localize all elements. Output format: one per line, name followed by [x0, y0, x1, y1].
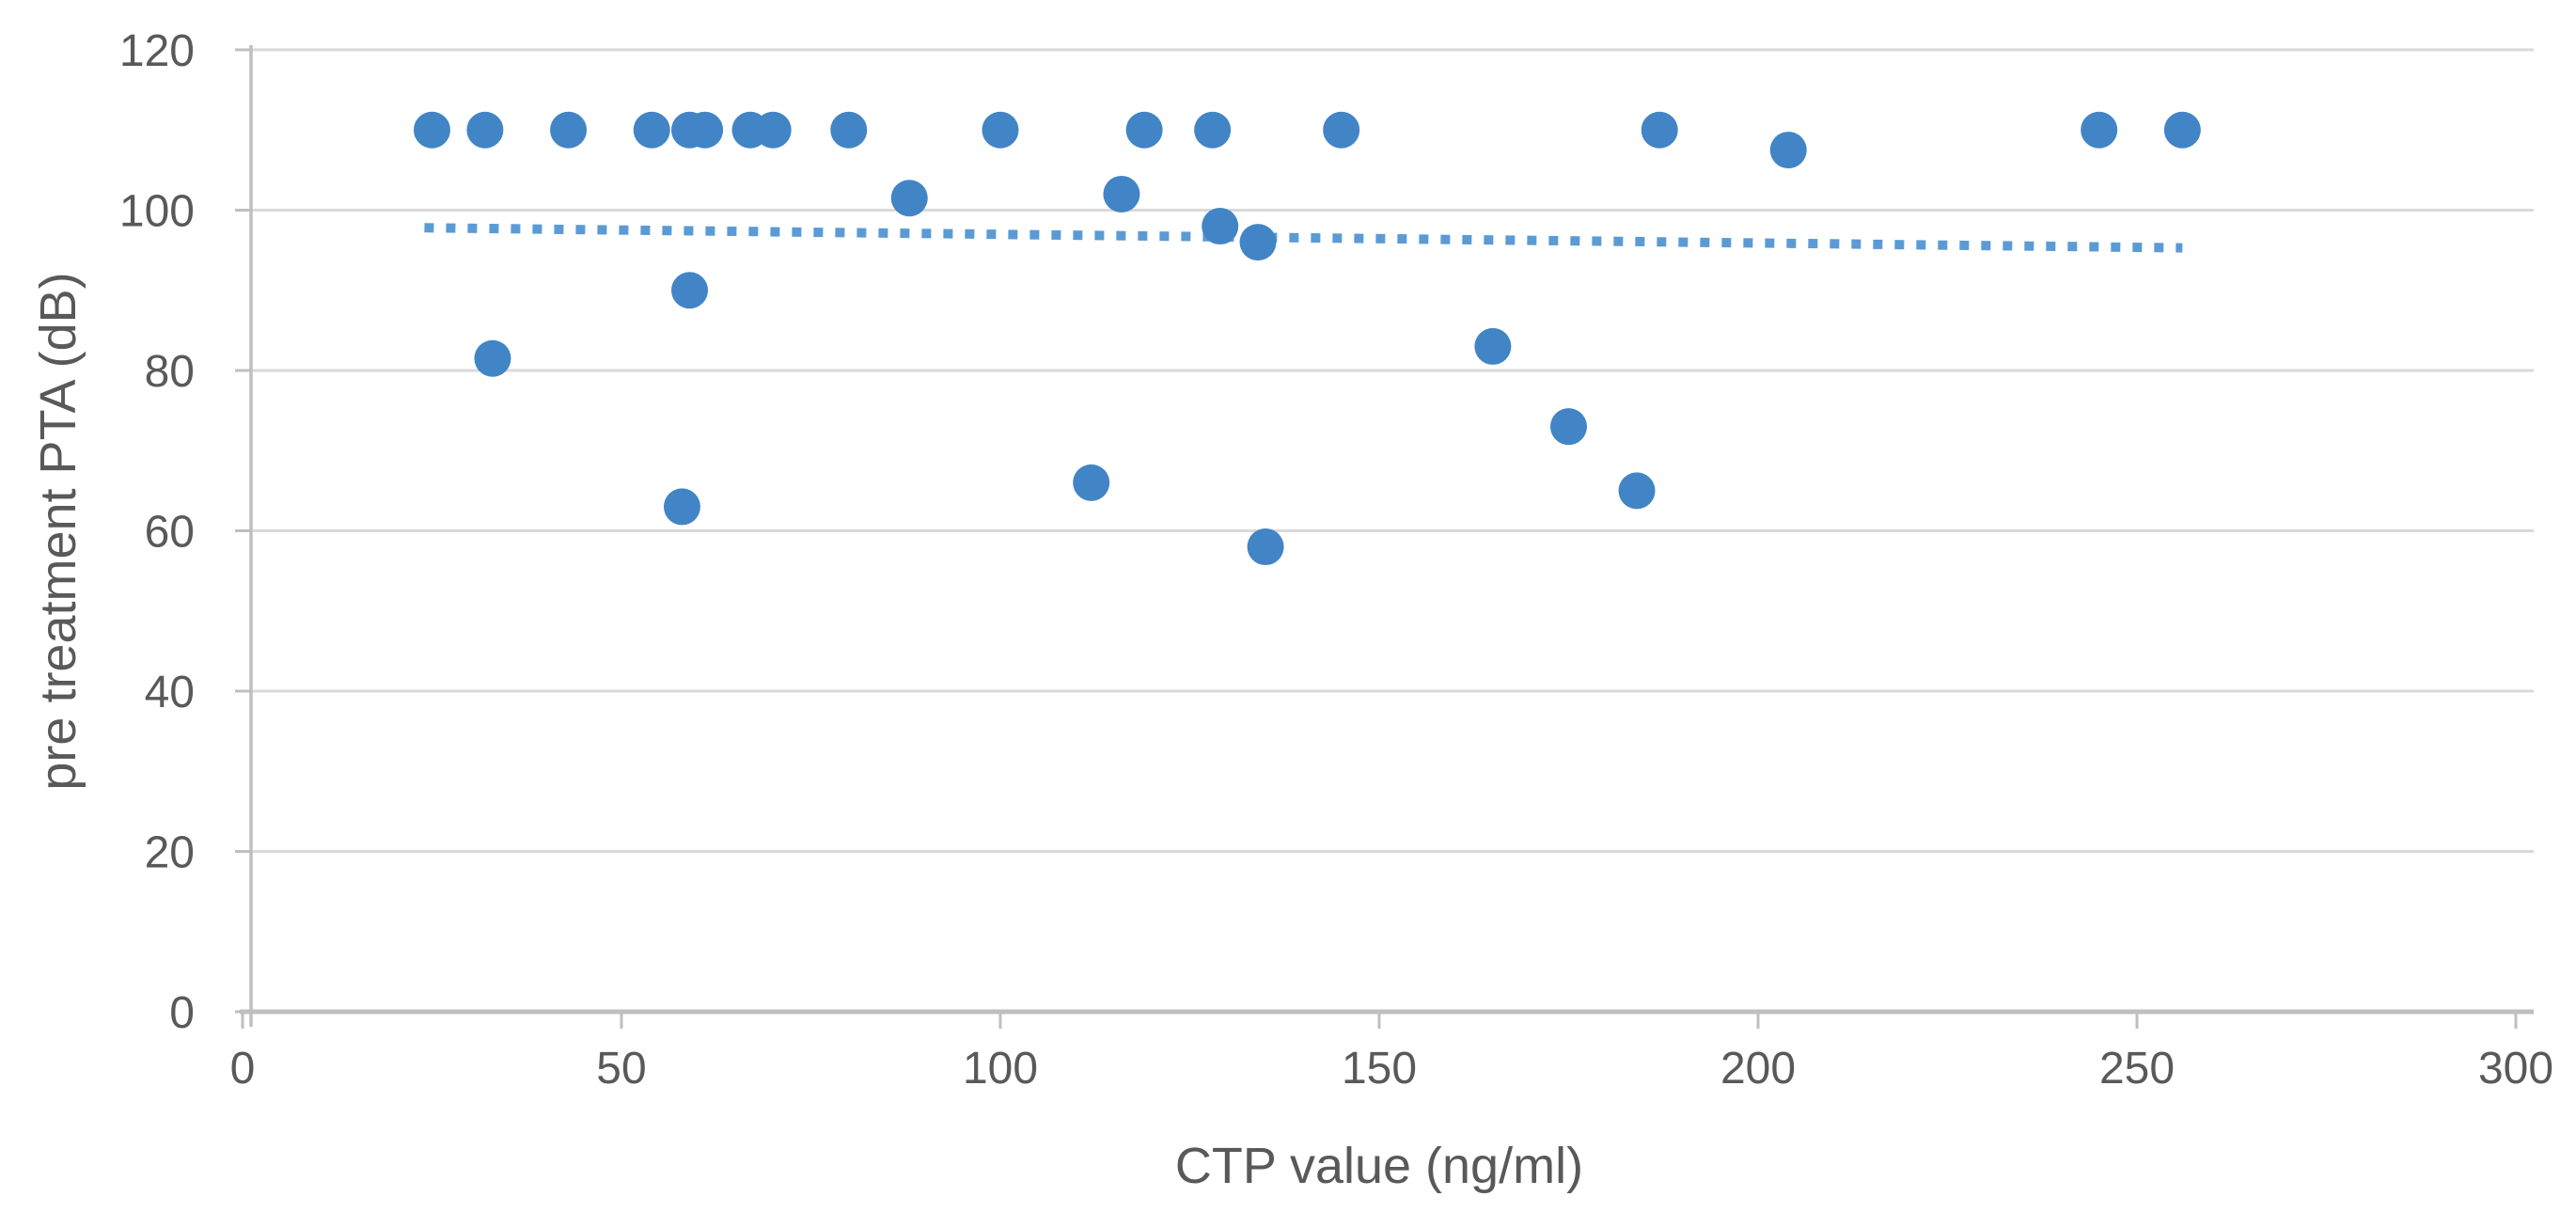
data-point [1769, 132, 1807, 169]
x-tick-label-150: 150 [1342, 1044, 1417, 1094]
data-point [633, 111, 670, 149]
data-point [1618, 472, 1656, 510]
data-point [1247, 528, 1284, 566]
data-point [1125, 111, 1163, 149]
y-tick-label-40: 40 [145, 668, 195, 717]
data-point [890, 180, 928, 217]
axis-tick-marks [235, 48, 2518, 1029]
trendline-group [424, 223, 2183, 253]
data-point [1202, 208, 1239, 245]
data-point [1474, 327, 1512, 365]
data-point [1239, 224, 1277, 261]
data-point [663, 488, 700, 526]
x-tick-label-50: 50 [596, 1044, 646, 1094]
x-tick-label-100: 100 [963, 1044, 1038, 1094]
y-axis-tick-labels: 0 20 40 60 80 100 120 [119, 26, 195, 1038]
y-tick-label-20: 20 [145, 828, 195, 878]
x-tick-label-0: 0 [230, 1044, 256, 1094]
data-point [2081, 111, 2118, 149]
data-point [1073, 464, 1110, 501]
data-point [686, 111, 724, 149]
y-tick-label-120: 120 [119, 26, 195, 76]
data-point [1194, 111, 1232, 149]
data-point [550, 111, 588, 149]
x-axis-tick-labels: 0 50 100 150 200 250 300 [230, 1044, 2553, 1094]
data-point [1103, 175, 1140, 213]
trendline [424, 223, 2183, 253]
x-axis-title: CTP value (ng/ml) [1175, 1138, 1583, 1194]
data-point [414, 111, 450, 149]
data-point [1550, 408, 1587, 446]
data-points [414, 111, 2201, 566]
x-tick-label-200: 200 [1720, 1044, 1796, 1094]
data-point [1641, 111, 1678, 149]
data-point [474, 339, 511, 377]
data-point [830, 111, 868, 149]
data-point [466, 111, 504, 149]
y-tick-label-80: 80 [145, 347, 195, 397]
axes [240, 45, 2534, 1027]
y-tick-label-0: 0 [169, 988, 195, 1038]
data-point [2163, 111, 2201, 149]
data-point [754, 111, 792, 149]
x-tick-label-250: 250 [2099, 1044, 2175, 1094]
y-tick-label-60: 60 [145, 508, 195, 558]
y-tick-label-100: 100 [119, 187, 195, 237]
gridlines [251, 48, 2534, 853]
data-point [1323, 111, 1360, 149]
data-point [982, 111, 1019, 149]
data-point [671, 272, 709, 309]
y-axis-title: pre treatment PTA (dB) [30, 272, 86, 790]
x-tick-label-300: 300 [2478, 1044, 2553, 1094]
